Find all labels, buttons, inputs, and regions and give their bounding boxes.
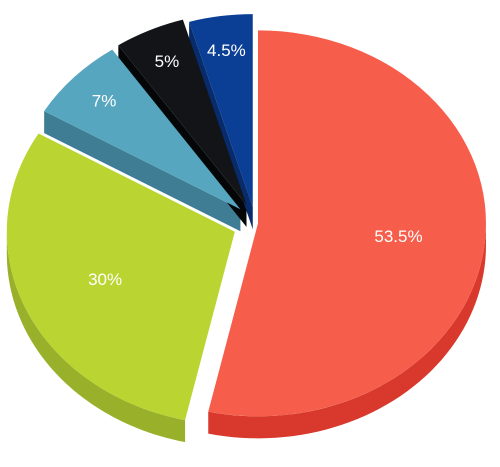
slice-side-30 [6, 231, 186, 443]
slice-label-53-5: 53.5% [374, 227, 422, 246]
slice-cut-7 [44, 111, 241, 232]
slice-label-5: 5% [155, 52, 180, 71]
pie-slices [6, 14, 486, 421]
slice-label-30: 30% [88, 270, 122, 289]
slice-side-53-5 [208, 223, 486, 439]
slice-30 [6, 133, 235, 421]
slice-label-4-5: 4.5% [207, 41, 246, 60]
pie-labels: 53.5% 30% 7% 5% 4.5% [88, 41, 423, 289]
slice-7 [44, 49, 241, 210]
slice-4-5 [189, 14, 253, 208]
slice-label-7: 7% [92, 92, 117, 111]
slice-53-5 [208, 30, 486, 417]
slice-5 [118, 19, 247, 205]
